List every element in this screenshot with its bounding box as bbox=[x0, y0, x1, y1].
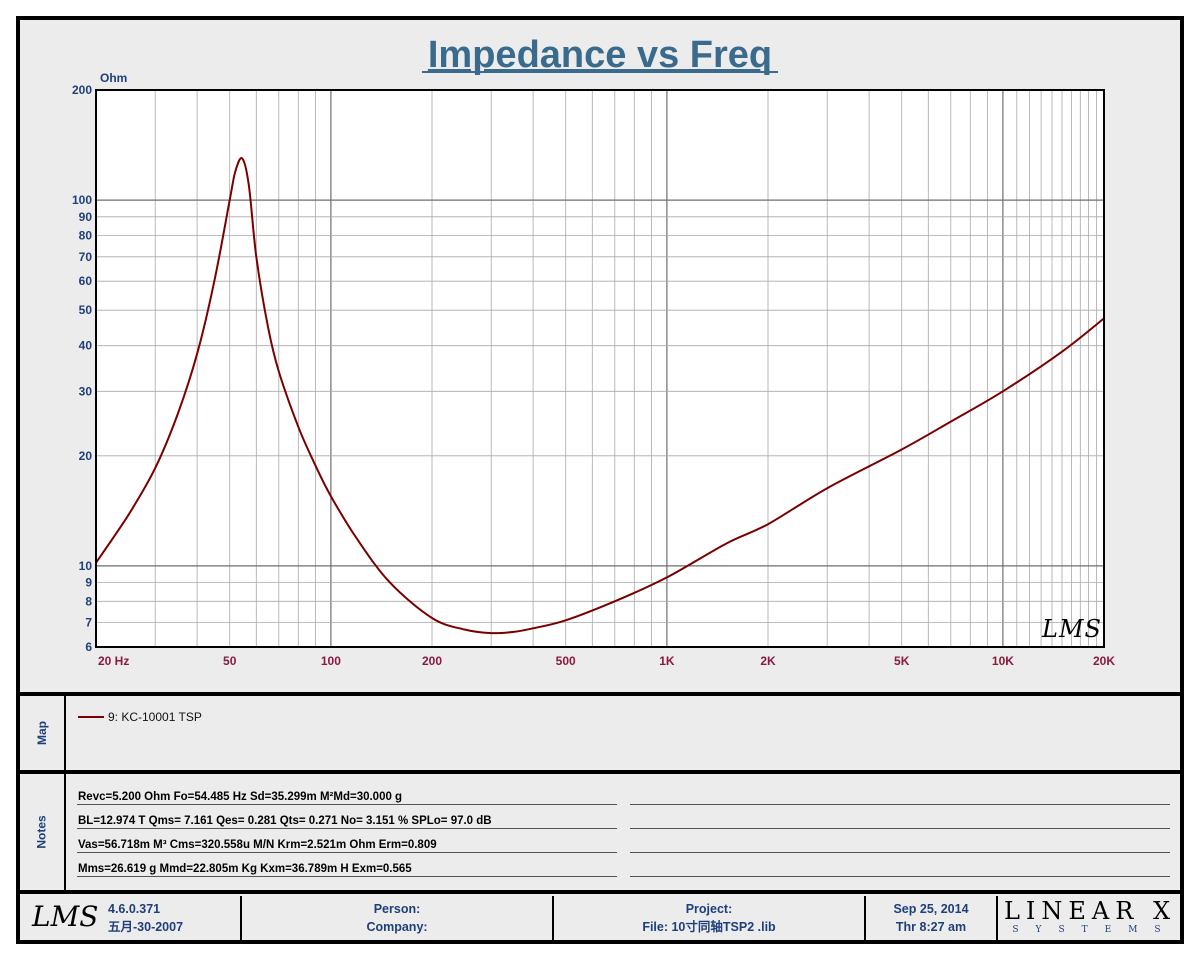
note-rule bbox=[77, 876, 617, 877]
brand-sub: SYSTEMS bbox=[1012, 925, 1178, 935]
footer-lms-logo: LMS bbox=[32, 900, 99, 933]
version: 4.6.0.371 bbox=[108, 902, 161, 916]
note-line-2: BL=12.974 T Qms= 7.161 Qes= 0.281 Qts= 0… bbox=[78, 815, 492, 827]
company-label: Company: bbox=[366, 920, 428, 934]
x-tick-label: 1K bbox=[659, 654, 675, 668]
x-tick-label: 10K bbox=[992, 654, 1014, 668]
y-axis-unit: Ohm bbox=[100, 71, 127, 85]
x-tick-label: 200 bbox=[422, 654, 442, 668]
note-rule bbox=[77, 804, 617, 805]
y-tick-label: 70 bbox=[79, 250, 93, 264]
y-tick-label: 50 bbox=[79, 303, 93, 317]
separator-map-notes bbox=[16, 770, 1184, 774]
y-tick-labels: 200 100 90 80 70 60 50 40 30 20 10 9 8 7 6 bbox=[72, 83, 92, 654]
x-tick-labels: 20 Hz 50 100 200 500 1K 2K 5K 10K 20K bbox=[98, 654, 1115, 668]
y-tick-label: 80 bbox=[79, 229, 93, 243]
series-line bbox=[95, 157, 1105, 635]
note-line-4: Mms=26.619 g Mmd=22.805m Kg Kxm=36.789m … bbox=[78, 863, 412, 875]
note-rule bbox=[630, 876, 1170, 877]
footer-date-cell: Sep 25, 2014 Thr 8:27 am bbox=[866, 896, 998, 940]
notes-side-label: Notes bbox=[20, 774, 66, 890]
x-tick-label: 5K bbox=[894, 654, 910, 668]
chart-title: Impedance vs Freq bbox=[428, 34, 772, 76]
y-tick-label: 30 bbox=[79, 384, 93, 398]
y-tick-label: 100 bbox=[72, 193, 92, 207]
y-tick-label: 10 bbox=[79, 559, 93, 573]
y-tick-label: 20 bbox=[79, 449, 93, 463]
file-label: File: 10寸同轴TSP2 .lib bbox=[642, 920, 776, 934]
x-tick-label: 20K bbox=[1093, 654, 1115, 668]
plot-area bbox=[95, 89, 1105, 648]
legend-entry: 9: KC-10001 TSP bbox=[78, 710, 202, 724]
note-line-3: Vas=56.718m M³ Cms=320.558u M/N Krm=2.52… bbox=[78, 839, 437, 851]
y-tick-label: 6 bbox=[85, 640, 92, 654]
x-tick-label: 20 Hz bbox=[98, 654, 129, 668]
y-tick-label: 40 bbox=[79, 339, 93, 353]
person-label: Person: bbox=[373, 902, 421, 916]
x-tick-label: 100 bbox=[321, 654, 341, 668]
x-tick-label: 2K bbox=[760, 654, 776, 668]
separator-notes-footer bbox=[16, 890, 1184, 894]
note-rule bbox=[77, 852, 617, 853]
brand-name: LINEAR X bbox=[1003, 897, 1177, 925]
project-label: Project: bbox=[685, 902, 733, 916]
x-tick-label: 500 bbox=[556, 654, 576, 668]
y-tick-label: 8 bbox=[85, 594, 92, 608]
footer-project-cell: Project: File: 10寸同轴TSP2 .lib bbox=[554, 896, 866, 940]
y-tick-label: 60 bbox=[79, 274, 93, 288]
map-side-label: Map bbox=[20, 696, 66, 770]
y-tick-label: 7 bbox=[85, 616, 92, 630]
x-tick-label: 50 bbox=[223, 654, 237, 668]
y-tick-label: 200 bbox=[72, 83, 92, 97]
note-line-1: Revc=5.200 Ohm Fo=54.485 Hz Sd=35.299m M… bbox=[78, 791, 403, 803]
build-date: 五月-30-2007 bbox=[108, 920, 184, 934]
impedance-curve bbox=[95, 157, 1105, 635]
legend-label: 9: KC-10001 TSP bbox=[108, 710, 202, 724]
note-rule bbox=[630, 852, 1170, 853]
note-rule bbox=[630, 828, 1170, 829]
lms-watermark: LMS bbox=[1041, 615, 1102, 643]
plot-border bbox=[95, 89, 1105, 648]
note-rule bbox=[77, 828, 617, 829]
note-rule bbox=[630, 804, 1170, 805]
footer-date: Sep 25, 2014 bbox=[893, 902, 969, 916]
footer-version-cell: LMS 4.6.0.371 五月-30-2007 bbox=[20, 896, 242, 940]
y-tick-label: 9 bbox=[85, 576, 92, 590]
legend-swatch bbox=[78, 716, 104, 718]
footer-time: Thr 8:27 am bbox=[895, 920, 967, 934]
footer-person-cell: Person: Company: bbox=[242, 896, 554, 940]
impedance-chart: Impedance vs Freq Ohm 200 100 90 80 70 60 50 40… bbox=[72, 34, 1115, 668]
separator-chart-map bbox=[16, 692, 1184, 696]
linearx-logo: LINEAR X SYSTEMS bbox=[1000, 898, 1180, 938]
y-tick-label: 90 bbox=[79, 210, 93, 224]
svg-text:LMS: LMS bbox=[1041, 615, 1102, 643]
